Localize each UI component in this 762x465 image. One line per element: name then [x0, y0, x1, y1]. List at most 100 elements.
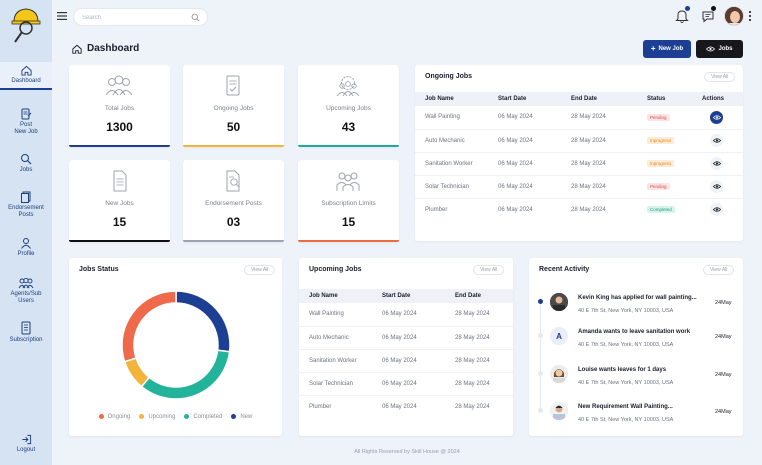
sidebar-item-dashboard[interactable]: Dashboard — [0, 62, 52, 90]
activity-avatar — [550, 402, 568, 420]
logout-button[interactable]: Logout — [0, 434, 52, 454]
stat-card-subscription-limits[interactable]: Subscription Limits 15 — [298, 160, 399, 242]
table-row[interactable]: Plumber 06 May 2024 28 May 2024 — [299, 395, 513, 418]
stat-label: New Jobs — [105, 200, 134, 207]
top-bar — [52, 0, 762, 34]
donut-slice-ongoing[interactable] — [121, 290, 177, 363]
users-group-icon — [105, 75, 133, 96]
stat-card-upcoming-jobs[interactable]: Upcoming Jobs 43 — [298, 65, 399, 147]
sidebar-item-jobs[interactable]: Jobs — [0, 153, 52, 174]
message-badge — [711, 6, 716, 11]
stat-card-endorsement-posts[interactable]: Endorsement Posts 03 — [183, 160, 284, 242]
view-all-button[interactable]: View All — [703, 265, 735, 275]
timeline-line — [540, 298, 541, 413]
table-row[interactable]: Solar Technician 06 May 2024 28 May 2024 — [299, 372, 513, 396]
status-badge: Completed — [647, 206, 675, 214]
activity-address: 40 E 7th St, New York, NY 10003, USA — [578, 308, 674, 314]
end-date: 28 May 2024 — [445, 349, 513, 373]
plus-icon: + — [650, 44, 656, 53]
eye-icon — [712, 184, 721, 189]
chat-icon[interactable] — [701, 8, 715, 24]
more-options-icon[interactable] — [748, 10, 752, 22]
stat-value: 1300 — [106, 120, 133, 134]
stat-label: Upcoming Jobs — [326, 105, 371, 112]
endorsement-icon — [21, 191, 31, 203]
subscription-icon — [21, 321, 31, 335]
view-button[interactable] — [710, 134, 723, 147]
activity-item[interactable]: Louise wants leaves for 1 days 40 E 7th … — [529, 363, 743, 403]
hamburger-icon[interactable] — [57, 12, 67, 20]
team-icon — [336, 172, 360, 191]
activity-item[interactable]: New Requirement Wall Painting... 40 E 7t… — [529, 400, 743, 440]
donut-slice-new[interactable] — [175, 290, 231, 353]
sidebar-item-label: Posts — [18, 212, 34, 218]
activity-date: 24May — [715, 372, 732, 378]
sidebar-item-post-new-job[interactable]: Post New Job — [0, 108, 52, 136]
donut-slice-upcoming[interactable] — [123, 357, 151, 388]
view-button[interactable] — [710, 180, 723, 193]
activity-title: New Requirement Wall Painting... — [578, 404, 673, 410]
search-icon[interactable] — [191, 13, 200, 22]
sidebar-item-profile[interactable]: Profile — [0, 237, 52, 258]
table-row[interactable]: Auto Mechanic 06 May 2024 28 May 2024 In… — [415, 129, 743, 153]
job-name: Wall Painting — [299, 303, 372, 327]
table-header: Job Name Start Date End Date Status Acti… — [415, 92, 743, 106]
post-job-icon — [21, 108, 32, 120]
page-title-text: Dashboard — [87, 43, 140, 54]
eye-icon — [712, 207, 721, 212]
stat-card-ongoing-jobs[interactable]: Ongoing Jobs 50 — [183, 65, 284, 147]
column-header: End Date — [445, 289, 513, 303]
table-row[interactable]: Wall Painting 06 May 2024 28 May 2024 — [299, 303, 513, 327]
table-row[interactable]: Wall Painting 06 May 2024 28 May 2024 Pe… — [415, 106, 743, 130]
view-all-button[interactable]: View All — [704, 72, 736, 82]
sidebar-item-subscription[interactable]: Subscription — [0, 321, 52, 344]
activity-title: Kevin King has applied for wall painting… — [578, 295, 697, 301]
timeline-dot — [538, 299, 543, 304]
start-date: 06 May 2024 — [372, 303, 445, 327]
stat-bar — [183, 145, 284, 147]
stat-value: 50 — [226, 120, 241, 134]
new-job-button[interactable]: + New Job — [643, 40, 691, 58]
jobs-button[interactable]: Jobs — [696, 40, 743, 58]
users-icon — [18, 277, 34, 289]
stat-bar — [183, 240, 284, 242]
column-header: End Date — [561, 92, 637, 106]
table-row[interactable]: Sanitation Worker 06 May 2024 28 May 202… — [299, 349, 513, 373]
activity-title: Amanda wants to leave sanitation work — [578, 329, 691, 335]
table-row[interactable]: Sanitation Worker 06 May 2024 28 May 202… — [415, 152, 743, 176]
search-input[interactable] — [82, 13, 182, 23]
sidebar-item-endorsement-posts[interactable]: Endorsement Posts — [0, 191, 52, 219]
avatar[interactable] — [724, 6, 744, 26]
sidebar-item-label: Users — [18, 298, 34, 304]
sidebar-item-label: Agents/Sub — [10, 291, 42, 297]
view-button[interactable] — [710, 110, 723, 124]
table-row[interactable]: Plumber 06 May 2024 28 May 2024 Complete… — [415, 198, 743, 221]
clipboard-check-icon — [226, 75, 240, 96]
activity-item[interactable]: A Amanda wants to leave sanitation work … — [529, 325, 743, 365]
view-button[interactable] — [710, 203, 723, 217]
table-row[interactable]: Auto Mechanic 06 May 2024 28 May 2024 — [299, 326, 513, 350]
panel-title: Recent Activity — [539, 266, 590, 273]
timeline-dot — [538, 371, 543, 376]
stat-bar — [298, 145, 399, 147]
stat-value: 15 — [112, 215, 127, 229]
job-name: Plumber — [425, 206, 448, 213]
jobs-status-donut-chart — [121, 290, 231, 400]
end-date: 28 May 2024 — [561, 152, 637, 176]
donut-slice-completed[interactable] — [140, 349, 231, 400]
end-date: 28 May 2024 — [561, 129, 637, 153]
start-date: 06 May 2024 — [488, 106, 561, 130]
ongoing-jobs-table: Job Name Start Date End Date Status Acti… — [415, 92, 743, 221]
activity-title: Louise wants leaves for 1 days — [578, 367, 667, 373]
bell-icon[interactable] — [675, 8, 689, 24]
column-header: Job Name — [299, 289, 372, 303]
view-all-button[interactable]: View All — [244, 265, 276, 275]
legend-item: Ongoing — [98, 414, 130, 420]
activity-item[interactable]: Kevin King has applied for wall painting… — [529, 291, 743, 331]
table-row[interactable]: Solar Technician 06 May 2024 28 May 2024… — [415, 175, 743, 199]
stat-card-total-jobs[interactable]: Total Jobs 1300 — [69, 65, 170, 147]
sidebar-item-agents-sub-users[interactable]: Agents/Sub Users — [0, 277, 52, 305]
stat-card-new-jobs[interactable]: New Jobs 15 — [69, 160, 170, 242]
view-all-button[interactable]: View All — [473, 265, 505, 275]
view-button[interactable] — [710, 157, 723, 170]
